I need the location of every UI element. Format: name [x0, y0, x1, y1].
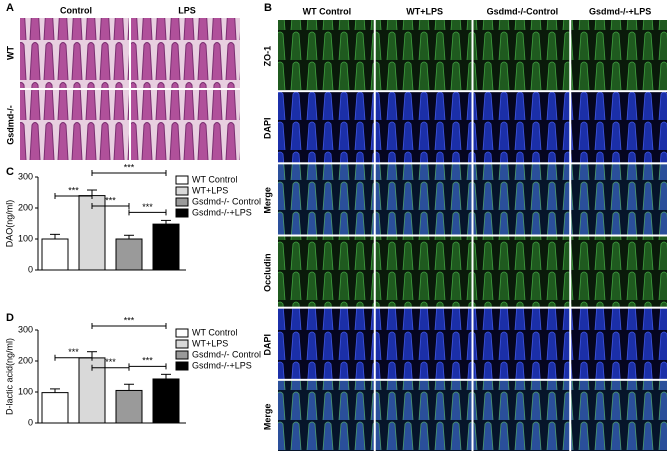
legend-label: WT+LPS [192, 338, 228, 348]
column-header: Gsdmd-/-+LPS [589, 6, 651, 16]
fluorescence-image [278, 164, 374, 235]
fluorescence-image [571, 308, 667, 379]
he-image [20, 18, 129, 88]
y-tick-label: 0 [28, 417, 33, 427]
row-label: Gsdmd-/- [5, 105, 15, 145]
y-tick-label: 200 [18, 202, 33, 212]
y-tick-label: 0 [28, 264, 33, 274]
fluorescence-image [473, 20, 570, 91]
fluorescence-image [473, 164, 570, 235]
bar [152, 378, 180, 424]
fluorescence-image [278, 92, 374, 163]
he-image [20, 90, 129, 160]
bar [115, 238, 143, 271]
column-header: WT+LPS [406, 6, 443, 16]
significance-label: *** [124, 315, 135, 325]
y-tick-label: 200 [18, 355, 33, 365]
fluorescence-image [571, 92, 667, 163]
fluorescence-image [571, 20, 667, 91]
significance-label: *** [142, 356, 153, 366]
y-tick-label: 300 [18, 324, 33, 334]
fluorescence-image [278, 20, 374, 91]
column-header: WT Control [303, 6, 352, 16]
fluorescence-image [375, 164, 472, 235]
legend-swatch [175, 328, 189, 338]
y-axis-label: DAO(ng/ml) [4, 200, 14, 248]
y-tick-label: 100 [18, 386, 33, 396]
legend-label: Gsdmd-/- Control [192, 196, 261, 206]
significance-label: *** [68, 347, 79, 357]
bar [152, 223, 180, 271]
significance-label: *** [124, 162, 135, 172]
fluorescence-image [473, 92, 570, 163]
fluorescence-image [375, 380, 472, 451]
y-axis-label: D-lactic acid(ng/ml) [4, 338, 14, 415]
legend-label: WT+LPS [192, 185, 228, 195]
legend-swatch [175, 350, 189, 360]
fluorescence-image [278, 308, 374, 379]
fluorescence-image [375, 308, 472, 379]
column-header: Control [60, 5, 92, 15]
he-image [131, 18, 240, 88]
fluorescence-image [375, 92, 472, 163]
row-label: WT [5, 46, 15, 60]
legend-label: Gsdmd-/- Control [192, 349, 261, 359]
row-label: DAPI [262, 334, 272, 356]
legend-swatch [175, 197, 189, 207]
fluorescence-image [375, 236, 472, 307]
legend-swatch [175, 208, 189, 218]
legend-swatch [175, 361, 189, 371]
panel-label: C [6, 166, 14, 178]
legend-label: WT Control [192, 327, 237, 337]
column-header: LPS [178, 5, 196, 15]
fluorescence-image [375, 20, 472, 91]
fluorescence-image [473, 236, 570, 307]
row-label: ZO-1 [262, 46, 272, 67]
legend-label: Gsdmd-/-+LPS [192, 360, 252, 370]
row-label: Merge [262, 187, 272, 214]
legend-swatch [175, 186, 189, 196]
bar [115, 389, 143, 424]
bar [41, 238, 69, 271]
y-tick-label: 300 [18, 171, 33, 181]
y-tick-label: 100 [18, 233, 33, 243]
row-label: Merge [262, 404, 272, 431]
panel-label: A [6, 2, 14, 14]
panel-label: D [6, 312, 14, 324]
row-label: DAPI [262, 117, 272, 139]
fluorescence-image [473, 380, 570, 451]
row-label: Occludin [262, 253, 272, 292]
significance-label: *** [68, 185, 79, 195]
significance-label: *** [105, 357, 116, 367]
panel-label: B [264, 2, 272, 14]
column-header: Gsdmd-/-Control [487, 6, 559, 16]
legend-swatch [175, 339, 189, 349]
significance-label: *** [142, 202, 153, 212]
fluorescence-image [571, 236, 667, 307]
fluorescence-image [278, 380, 374, 451]
fluorescence-image [571, 380, 667, 451]
fluorescence-image [571, 164, 667, 235]
he-image [131, 90, 240, 160]
bar [41, 392, 69, 424]
legend-label: Gsdmd-/-+LPS [192, 207, 252, 217]
legend-label: WT Control [192, 174, 237, 184]
legend-swatch [175, 175, 189, 185]
fluorescence-image [278, 236, 374, 307]
fluorescence-image [473, 308, 570, 379]
significance-label: *** [105, 195, 116, 205]
